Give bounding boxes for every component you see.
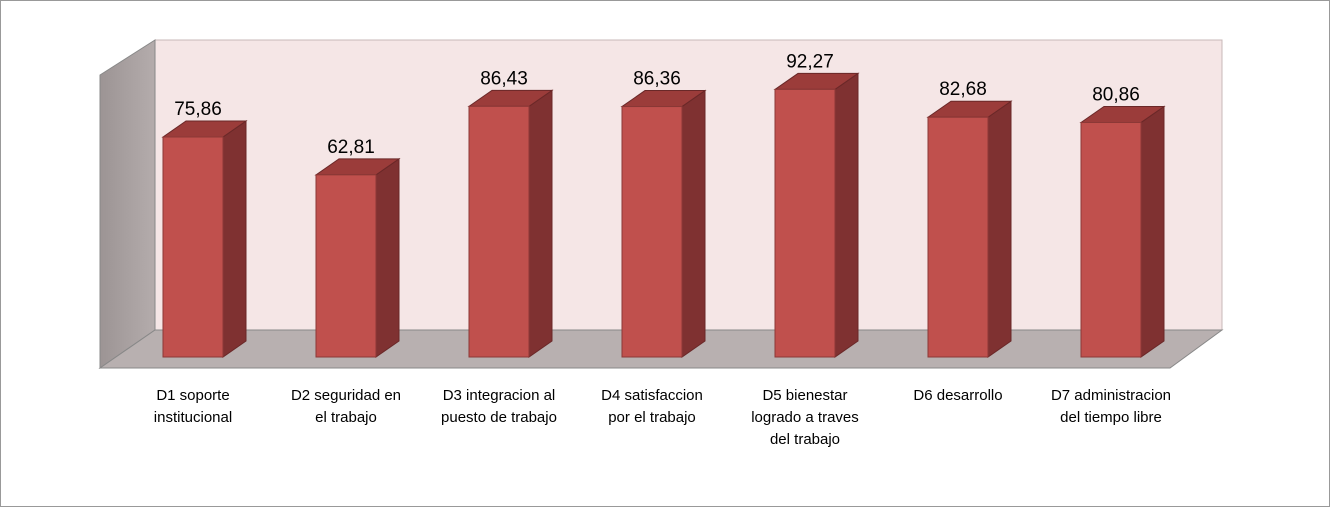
bar-side	[375, 157, 400, 358]
bar	[621, 106, 683, 358]
bar-side	[834, 72, 859, 358]
value-label: 86,36	[633, 69, 681, 90]
bar	[927, 116, 989, 358]
value-label: 92,27	[786, 51, 834, 72]
x-tick-label: D2 seguridad en el trabajo	[290, 387, 402, 426]
x-tick-label: D7 administracion del tiempo libre	[1050, 387, 1172, 426]
bar	[315, 174, 377, 358]
x-tick-label: D1 soporte institucional	[153, 387, 233, 426]
bar	[468, 105, 530, 358]
bar-side	[528, 89, 553, 358]
x-tick-label: D3 integracion al puesto de trabajo	[441, 387, 557, 426]
bar	[1080, 122, 1142, 358]
x-tick-label: D6 desarrollo	[913, 387, 1003, 404]
side-wall	[99, 39, 156, 369]
value-label: 62,81	[327, 137, 375, 158]
bar-side	[987, 100, 1012, 358]
x-tick-label: D5 bienestar logrado a traves del trabaj…	[751, 387, 859, 448]
bar	[774, 88, 836, 358]
value-label: 86,43	[480, 68, 528, 89]
x-tick-label: D4 satisfaccion por el trabajo	[601, 387, 703, 426]
value-label: 82,68	[939, 79, 987, 100]
value-label: 80,86	[1092, 85, 1140, 106]
bar-side	[1140, 105, 1165, 358]
value-label: 75,86	[174, 99, 222, 120]
bar	[162, 136, 224, 358]
bar-side	[222, 120, 247, 358]
bar-side	[681, 89, 706, 358]
